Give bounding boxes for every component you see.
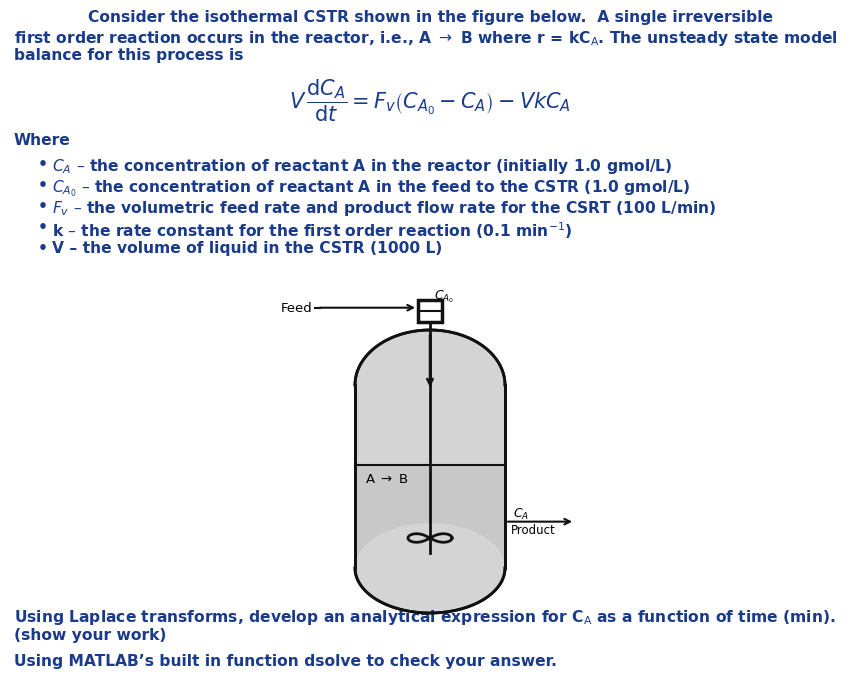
Text: Using Laplace transforms, develop an analytical expression for C$_\mathrm{A}$ as: Using Laplace transforms, develop an ana… <box>14 608 836 627</box>
Text: Consider the isothermal CSTR shown in the figure below.  A single irreversible: Consider the isothermal CSTR shown in th… <box>88 10 772 25</box>
Text: A $\rightarrow$ B: A $\rightarrow$ B <box>365 473 409 486</box>
Text: (show your work): (show your work) <box>14 628 166 643</box>
Text: •: • <box>38 241 48 256</box>
Ellipse shape <box>355 330 505 440</box>
Text: •: • <box>38 199 48 214</box>
Text: Product: Product <box>511 524 555 537</box>
Text: $C_A$: $C_A$ <box>513 506 530 522</box>
Ellipse shape <box>355 523 505 613</box>
Text: Where: Where <box>14 133 71 148</box>
Text: $V\,\dfrac{\mathrm{d}C_A}{\mathrm{d}t} = F_v\left(C_{A_0} - C_A\right) - VkC_A$: $V\,\dfrac{\mathrm{d}C_A}{\mathrm{d}t} =… <box>289 78 571 124</box>
Bar <box>355 385 505 568</box>
Text: $C_A$ – the concentration of reactant A in the reactor (initially 1.0 gmol/L): $C_A$ – the concentration of reactant A … <box>52 157 672 176</box>
Ellipse shape <box>355 523 505 613</box>
Text: Using MATLAB’s built in function dsolve to check your answer.: Using MATLAB’s built in function dsolve … <box>14 654 557 669</box>
Text: $F_v$ – the volumetric feed rate and product flow rate for the CSRT (100 L/min): $F_v$ – the volumetric feed rate and pro… <box>52 199 716 218</box>
Text: balance for this process is: balance for this process is <box>14 48 244 63</box>
Text: $C_{A_0}$ – the concentration of reactant A in the feed to the CSTR (1.0 gmol/L): $C_{A_0}$ – the concentration of reactan… <box>52 178 691 199</box>
Text: k – the rate constant for the first order reaction (0.1 min$^{-1}$): k – the rate constant for the first orde… <box>52 220 573 241</box>
Text: $C_{A_0}$: $C_{A_0}$ <box>434 288 454 305</box>
Text: •: • <box>38 178 48 193</box>
Text: •: • <box>38 157 48 172</box>
Text: first order reaction occurs in the reactor, i.e., A $\rightarrow$ B where r = kC: first order reaction occurs in the react… <box>14 29 838 48</box>
Bar <box>355 465 505 568</box>
Bar <box>418 300 442 322</box>
Text: V – the volume of liquid in the CSTR (1000 L): V – the volume of liquid in the CSTR (10… <box>52 241 443 256</box>
Text: Feed: Feed <box>280 302 312 315</box>
Text: •: • <box>38 220 48 235</box>
